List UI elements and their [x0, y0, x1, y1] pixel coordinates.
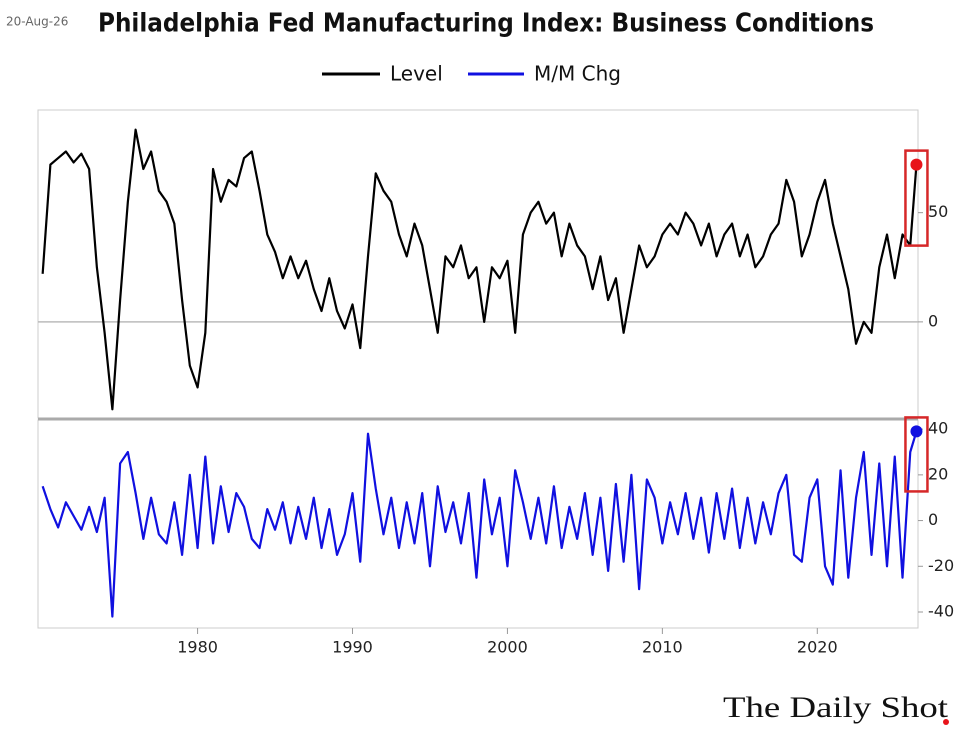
- last-point: [910, 425, 923, 438]
- x-tick-label: 1990: [332, 638, 373, 657]
- x-tick-label: 1980: [177, 638, 218, 657]
- y-tick-label: -20: [928, 556, 954, 575]
- y-tick-label: 0: [928, 510, 938, 529]
- highlight-box: [904, 149, 929, 247]
- x-tick-label: 2000: [487, 638, 528, 657]
- series-line: [41, 128, 918, 411]
- y-tick-label: 50: [928, 202, 948, 221]
- y-tick-label: 40: [928, 419, 948, 438]
- y-tick-label: -40: [928, 602, 954, 621]
- series-line: [41, 431, 918, 618]
- logo-dot: [943, 719, 949, 725]
- y-tick-label: 0: [928, 311, 938, 330]
- last-point: [910, 158, 923, 171]
- logo: The Daily Shot: [723, 691, 949, 724]
- legend-label: Level: [390, 62, 443, 86]
- chart-title: Philadelphia Fed Manufacturing Index: Bu…: [98, 9, 874, 39]
- x-tick-label: 2020: [797, 638, 838, 657]
- y-tick-label: 20: [928, 464, 948, 483]
- highlight-box: [904, 416, 929, 493]
- date: 20-Aug-26: [6, 15, 68, 29]
- x-tick-label: 2010: [642, 638, 683, 657]
- legend-label: M/M Chg: [534, 62, 621, 86]
